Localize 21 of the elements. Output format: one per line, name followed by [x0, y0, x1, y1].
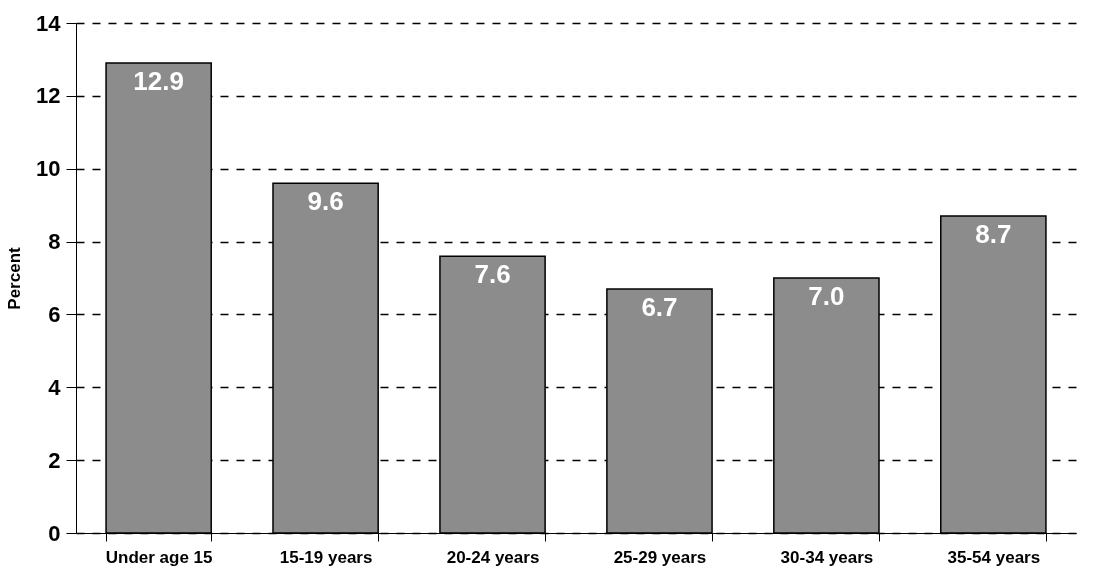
data-label: 7.6	[474, 259, 511, 290]
data-label: 12.9	[133, 66, 184, 97]
y-tick-label: 4	[48, 374, 62, 400]
x-tick-label: 30-34 years	[780, 547, 874, 567]
y-tick-label: 2	[48, 447, 61, 473]
y-tick-label: 6	[48, 301, 61, 327]
data-label: 8.7	[975, 219, 1012, 250]
x-tick-label: 35-54 years	[947, 547, 1041, 567]
x-tick-label: 20-24 years	[446, 547, 540, 567]
data-label: 6.7	[641, 291, 678, 322]
y-tick-label: 14	[36, 10, 62, 36]
y-tick-label: 8	[48, 229, 61, 255]
y-tick-label: 12	[36, 83, 61, 109]
y-tick-label: 10	[36, 156, 61, 182]
data-label: 7.0	[808, 281, 845, 311]
y-tick-label: 0	[48, 520, 61, 546]
x-tick-label: Under age 15	[105, 547, 213, 567]
data-label: 9.6	[307, 186, 344, 217]
y-axis-title: Percent	[5, 246, 25, 310]
x-tick-label: 15-19 years	[279, 547, 373, 567]
x-tick-label: 25-29 years	[613, 547, 707, 567]
